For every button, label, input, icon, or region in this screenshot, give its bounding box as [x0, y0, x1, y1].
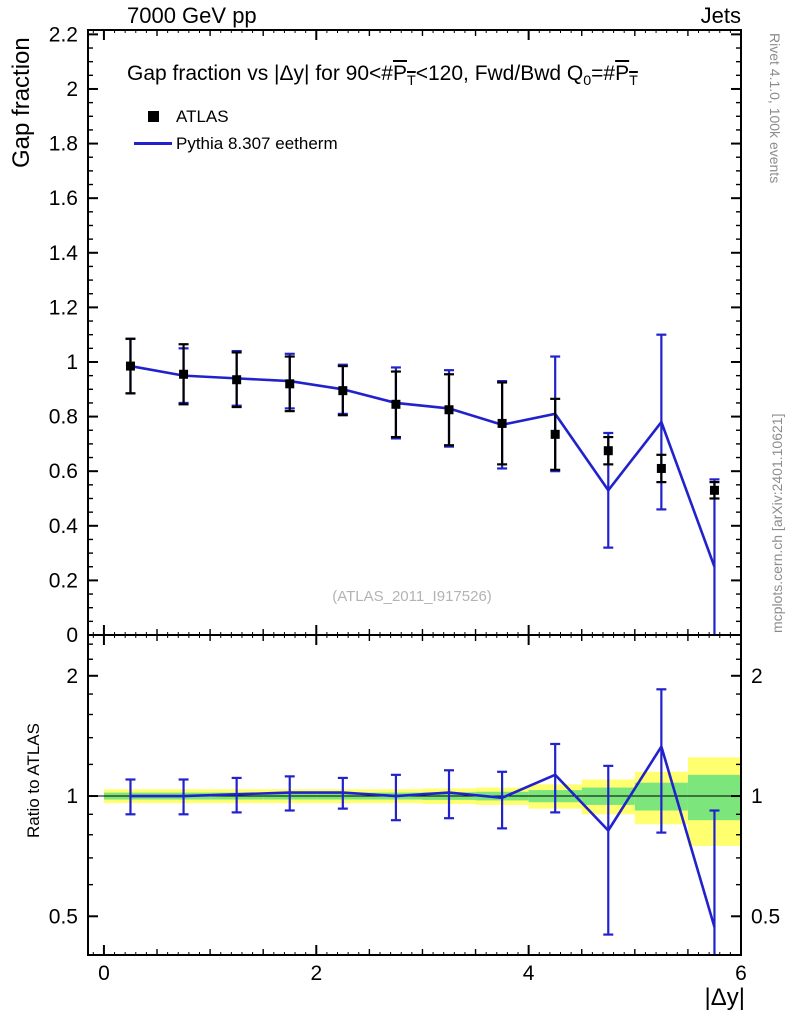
svg-text:2: 2 — [66, 665, 78, 688]
svg-text:1: 1 — [66, 351, 78, 374]
legend-label-pythia: Pythia 8.307 eetherm — [176, 133, 338, 153]
svg-text:2: 2 — [751, 665, 763, 688]
xaxis-label: |Δy| — [704, 984, 746, 1011]
title-part: P — [392, 62, 407, 85]
svg-text:2.2: 2.2 — [49, 23, 78, 46]
title-part: Gap fraction vs |Δy| for 90<# — [127, 62, 393, 85]
svg-text:1.4: 1.4 — [49, 242, 79, 265]
mcplots-citation-note: mcplots.cern.ch [arXiv:2401.10621] — [769, 413, 785, 633]
legend-icon-cell — [130, 142, 176, 145]
legend-label-atlas: ATLAS — [176, 106, 229, 126]
svg-text:4: 4 — [523, 962, 535, 985]
pt-bar: PT — [392, 62, 416, 89]
legend: ATLAS Pythia 8.307 eetherm — [130, 103, 338, 157]
title-part: 0 — [583, 73, 592, 90]
atlas-marker-icon — [147, 111, 159, 122]
svg-text:0.5: 0.5 — [751, 905, 780, 928]
beam-energy-label: 7000 GeV pp — [127, 3, 257, 28]
legend-icon-cell — [130, 111, 176, 122]
svg-text:0.2: 0.2 — [49, 569, 78, 592]
title-part: T — [629, 73, 638, 90]
svg-text:0.5: 0.5 — [49, 905, 78, 928]
svg-text:0: 0 — [66, 624, 78, 647]
svg-text:0: 0 — [98, 962, 110, 985]
svg-text:2: 2 — [66, 78, 78, 101]
svg-text:0.6: 0.6 — [49, 460, 78, 483]
legend-item-pythia: Pythia 8.307 eetherm — [130, 130, 338, 157]
svg-text:1: 1 — [751, 785, 763, 808]
title-part: =# — [591, 62, 616, 85]
yaxis-label-ratio: Ratio to ATLAS — [24, 723, 43, 838]
svg-text:1.2: 1.2 — [49, 296, 78, 319]
svg-text:0.8: 0.8 — [49, 406, 78, 429]
title-part: T — [407, 73, 416, 90]
legend-item-atlas: ATLAS — [130, 103, 338, 130]
svg-text:1.8: 1.8 — [49, 133, 78, 156]
svg-text:1.6: 1.6 — [49, 187, 78, 210]
title-part: P — [615, 62, 630, 85]
plot-title: Gap fraction vs |Δy| for 90<#PT<120, Fwd… — [127, 62, 638, 89]
svg-text:6: 6 — [735, 962, 747, 985]
rivet-version-note: Rivet 4.1.0, 100k events — [767, 33, 783, 184]
title-part: <120, Fwd/Bwd Q — [415, 62, 584, 85]
pt-bar: PT — [615, 62, 638, 89]
svg-text:1: 1 — [66, 785, 78, 808]
pythia-line-icon — [134, 142, 172, 145]
svg-text:0.4: 0.4 — [49, 515, 79, 538]
svg-text:2: 2 — [310, 962, 322, 985]
analysis-group-label: Jets — [700, 3, 741, 28]
yaxis-label-top: Gap fraction — [8, 37, 35, 168]
analysis-id-watermark: (ATLAS_2011_I917526) — [332, 588, 492, 605]
